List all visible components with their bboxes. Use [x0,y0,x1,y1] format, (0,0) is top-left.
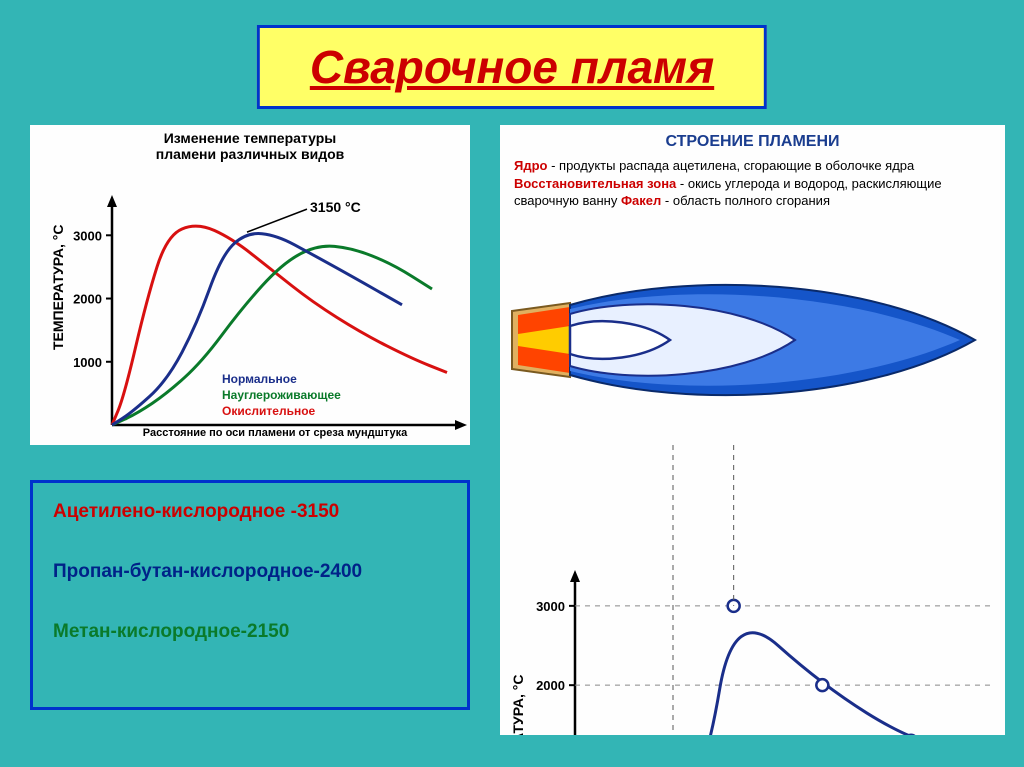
right-flame-panel: СТРОЕНИЕ ПЛАМЕНИ Ядро - продукты распада… [500,125,1005,735]
info-line: Ацетилено-кислородное -3150 [53,501,447,523]
page-title: Сварочное пламя [310,41,714,93]
temperature-info-box: Ацетилено-кислородное -3150 Пропан-бутан-… [30,480,470,710]
svg-text:Науглероживающее: Науглероживающее [222,388,341,402]
svg-text:ТЕМПЕРАТУРА, °C: ТЕМПЕРАТУРА, °C [510,675,526,735]
title-box: Сварочное пламя [257,25,767,109]
svg-text:3000: 3000 [536,599,565,614]
flame-diagram-svg: 3005001000120020003000ТЕМПЕРАТУРА, °CДли… [500,245,1005,735]
structure-description: Ядро - продукты распада ацетилена, сгора… [500,151,1005,214]
info-line: Метан-кислородное-2150 [53,621,447,643]
structure-title: СТРОЕНИЕ ПЛАМЕНИ [500,125,1005,151]
left-temperature-chart: Изменение температуры пламени различных … [30,125,470,445]
info-line: Пропан-бутан-кислородное-2400 [53,561,447,583]
svg-text:2000: 2000 [73,292,102,307]
svg-text:3000: 3000 [73,228,102,243]
left-chart-svg: 1000 2000 3000 3150 °C Нормальное Науглерожив… [30,160,470,440]
svg-text:Нормальное: Нормальное [222,372,297,386]
svg-text:1000: 1000 [73,355,102,370]
svg-text:Окислительное: Окислительное [222,404,316,418]
left-chart-title: Изменение температуры пламени различных … [30,125,470,162]
svg-text:2000: 2000 [536,678,565,693]
svg-text:3150 °C: 3150 °C [310,199,361,215]
left-x-axis-label: Расстояние по оси пламени от среза мундш… [100,427,450,439]
